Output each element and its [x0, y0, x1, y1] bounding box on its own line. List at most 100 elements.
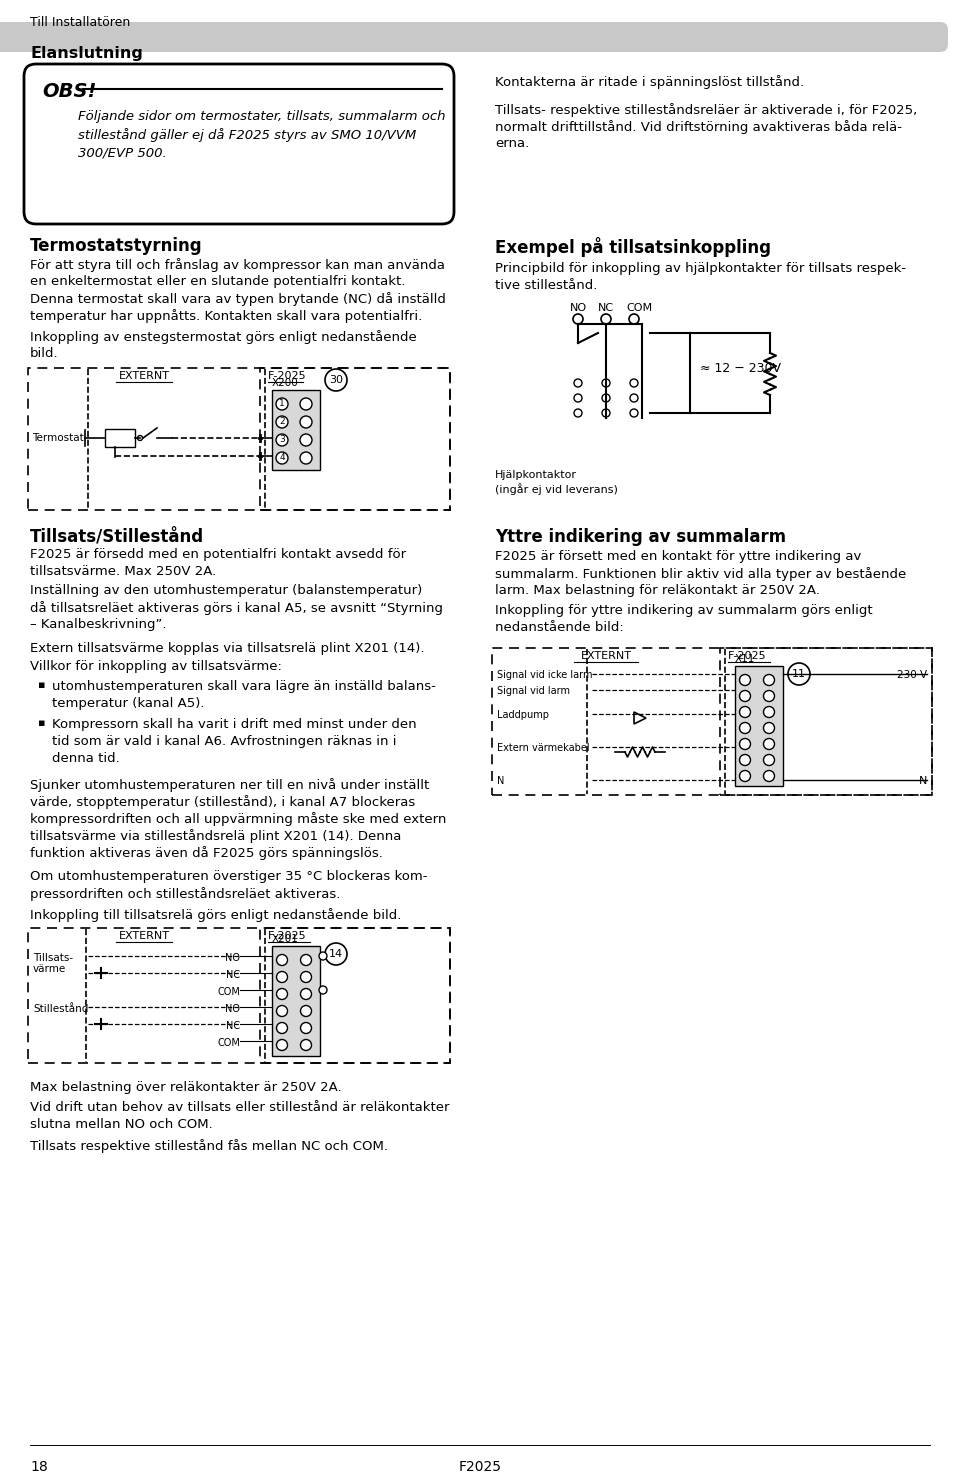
- Bar: [492, 648, 932, 795]
- Text: F2025 är försedd med en potentialfri kontakt avsedd för: F2025 är försedd med en potentialfri kon…: [30, 548, 406, 561]
- Text: värme: värme: [33, 963, 66, 974]
- Bar: [260, 368, 450, 510]
- Circle shape: [763, 675, 775, 685]
- Text: Tillsats- respektive stilleståndsreläer är aktiverade i, för F2025,: Tillsats- respektive stilleståndsreläer …: [495, 103, 917, 116]
- Circle shape: [276, 1040, 287, 1050]
- Text: EXTERNT: EXTERNT: [581, 651, 632, 661]
- Circle shape: [763, 722, 775, 734]
- Text: NO: NO: [225, 953, 240, 963]
- Bar: [105, 429, 135, 446]
- Text: då tillsatsreläet aktiveras görs i kanal A5, se avsnitt “Styrning: då tillsatsreläet aktiveras görs i kanal…: [30, 601, 443, 614]
- Text: bild.: bild.: [30, 348, 59, 359]
- Text: Inkoppling av enstegstermostat görs enligt nedanstående: Inkoppling av enstegstermostat görs enli…: [30, 330, 417, 345]
- Text: ▪: ▪: [38, 717, 45, 728]
- Text: stillestånd gäller ej då F2025 styrs av SMO 10/VVM: stillestånd gäller ej då F2025 styrs av …: [78, 128, 417, 141]
- Circle shape: [300, 972, 311, 982]
- Text: F-2025: F-2025: [268, 371, 306, 382]
- Bar: [28, 928, 450, 1064]
- Text: Termostat: Termostat: [32, 433, 84, 443]
- Text: Sjunker utomhustemperaturen ner till en nivå under inställt: Sjunker utomhustemperaturen ner till en …: [30, 778, 429, 792]
- Text: Till Installatören: Till Installatören: [30, 16, 131, 29]
- Text: tid som är vald i kanal A6. Avfrostningen räknas in i: tid som är vald i kanal A6. Avfrostninge…: [52, 735, 396, 748]
- Text: kompressordriften och all uppvärmning måste ske med extern: kompressordriften och all uppvärmning må…: [30, 812, 446, 826]
- Circle shape: [300, 1022, 311, 1034]
- Text: Tillsats-: Tillsats-: [33, 953, 73, 963]
- Text: N: N: [497, 776, 504, 787]
- Text: Stillestånd: Stillestånd: [33, 1005, 88, 1013]
- Text: F-2025: F-2025: [728, 651, 767, 661]
- Circle shape: [788, 663, 810, 685]
- Text: temperatur har uppnåtts. Kontakten skall vara potentialfri.: temperatur har uppnåtts. Kontakten skall…: [30, 309, 422, 323]
- Circle shape: [739, 722, 751, 734]
- Circle shape: [739, 707, 751, 717]
- Bar: [272, 946, 320, 1056]
- Text: ▪: ▪: [38, 681, 45, 689]
- Text: (ingår ej vid leverans): (ingår ej vid leverans): [495, 483, 618, 495]
- Text: Max belastning över reläkontakter är 250V 2A.: Max belastning över reläkontakter är 250…: [30, 1081, 342, 1094]
- Bar: [272, 390, 320, 470]
- Text: en enkeltermostat eller en slutande potentialfri kontakt.: en enkeltermostat eller en slutande pote…: [30, 275, 405, 289]
- Circle shape: [300, 452, 312, 464]
- Text: Om utomhustemperaturen överstiger 35 °C blockeras kom-: Om utomhustemperaturen överstiger 35 °C …: [30, 871, 427, 882]
- Text: Termostatstyrning: Termostatstyrning: [30, 237, 203, 255]
- Text: tive stillestånd.: tive stillestånd.: [495, 278, 597, 292]
- Circle shape: [300, 1040, 311, 1050]
- Text: Inkoppling till tillsatsrelä görs enligt nedanstående bild.: Inkoppling till tillsatsrelä görs enligt…: [30, 907, 401, 922]
- Text: larm. Max belastning för reläkontakt är 250V 2A.: larm. Max belastning för reläkontakt är …: [495, 583, 820, 597]
- Text: NC: NC: [226, 1021, 240, 1031]
- Text: pressordriften och stilleståndsreläet aktiveras.: pressordriften och stilleståndsreläet ak…: [30, 887, 341, 901]
- Bar: [0, 22, 100, 52]
- Text: Exempel på tillsatsinkoppling: Exempel på tillsatsinkoppling: [495, 237, 771, 256]
- Text: nedanstående bild:: nedanstående bild:: [495, 622, 624, 633]
- Text: slutna mellan NO och COM.: slutna mellan NO och COM.: [30, 1118, 213, 1131]
- Text: Elanslutning: Elanslutning: [30, 46, 143, 60]
- Text: Extern tillsatsvärme kopplas via tillsatsrelä plint X201 (14).: Extern tillsatsvärme kopplas via tillsat…: [30, 642, 424, 655]
- Circle shape: [574, 393, 582, 402]
- Circle shape: [276, 415, 288, 429]
- Circle shape: [630, 393, 638, 402]
- Circle shape: [739, 738, 751, 750]
- Circle shape: [763, 754, 775, 766]
- Text: Inkoppling för yttre indikering av summalarm görs enligt: Inkoppling för yttre indikering av summa…: [495, 604, 873, 617]
- Circle shape: [763, 770, 775, 782]
- Circle shape: [276, 435, 288, 446]
- Text: NO: NO: [225, 1005, 240, 1013]
- Text: 3: 3: [279, 436, 285, 445]
- Text: Inställning av den utomhustemperatur (balanstemperatur): Inställning av den utomhustemperatur (ba…: [30, 583, 422, 597]
- Circle shape: [276, 1006, 287, 1016]
- Text: 4: 4: [279, 454, 285, 463]
- Circle shape: [300, 415, 312, 429]
- Text: Principbild för inkoppling av hjälpkontakter för tillsats respek-: Principbild för inkoppling av hjälpkonta…: [495, 262, 906, 275]
- Circle shape: [629, 314, 639, 324]
- Text: F-2025: F-2025: [268, 931, 306, 941]
- Circle shape: [630, 409, 638, 417]
- Text: Hjälpkontaktor: Hjälpkontaktor: [495, 470, 577, 480]
- Text: 230 V: 230 V: [897, 670, 927, 681]
- Circle shape: [574, 409, 582, 417]
- Circle shape: [319, 985, 327, 994]
- Text: COM: COM: [626, 303, 652, 312]
- Text: X11: X11: [735, 654, 756, 664]
- Text: värde, stopptemperatur (stillestånd), i kanal A7 blockeras: värde, stopptemperatur (stillestånd), i …: [30, 795, 416, 809]
- Text: 30: 30: [329, 376, 343, 384]
- Text: Tillsats respektive stillestånd fås mellan NC och COM.: Tillsats respektive stillestånd fås mell…: [30, 1139, 388, 1153]
- Circle shape: [630, 379, 638, 387]
- Text: 300/EVP 500.: 300/EVP 500.: [78, 146, 167, 159]
- Circle shape: [276, 452, 288, 464]
- Circle shape: [602, 379, 610, 387]
- Circle shape: [300, 1006, 311, 1016]
- Text: 1: 1: [279, 399, 285, 408]
- Text: 18: 18: [30, 1460, 48, 1473]
- Circle shape: [276, 1022, 287, 1034]
- Text: 14: 14: [329, 949, 343, 959]
- Text: normalt drifttillstånd. Vid driftstörning avaktiveras båda relä-: normalt drifttillstånd. Vid driftstörnin…: [495, 119, 902, 134]
- Circle shape: [739, 691, 751, 701]
- Circle shape: [300, 955, 311, 965]
- Text: utomhustemperaturen skall vara lägre än inställd balans-: utomhustemperaturen skall vara lägre än …: [52, 681, 436, 692]
- Text: Signal vid icke larm: Signal vid icke larm: [497, 670, 592, 681]
- Circle shape: [300, 435, 312, 446]
- Text: COM: COM: [217, 1038, 240, 1047]
- Text: summalarm. Funktionen blir aktiv vid alla typer av bestående: summalarm. Funktionen blir aktiv vid all…: [495, 567, 906, 580]
- Text: ≈ 12 − 230V: ≈ 12 − 230V: [700, 361, 781, 374]
- Text: NO: NO: [570, 303, 588, 312]
